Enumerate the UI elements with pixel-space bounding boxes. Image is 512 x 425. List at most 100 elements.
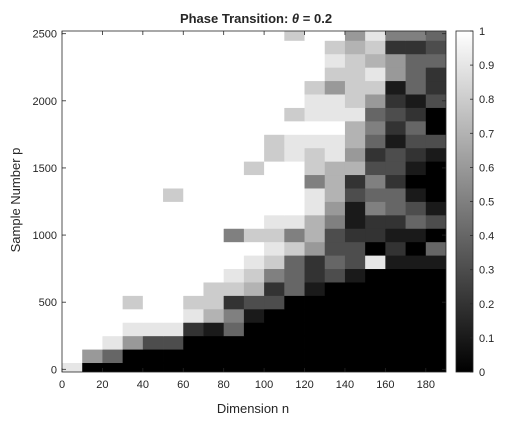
- heatmap-cell: [223, 308, 245, 323]
- heatmap-cell: [203, 161, 225, 176]
- heatmap-cell: [142, 67, 164, 82]
- heatmap-cell: [203, 120, 225, 135]
- heatmap-cell: [223, 322, 245, 337]
- heatmap-cell: [264, 94, 285, 108]
- heatmap-cell: [405, 241, 427, 256]
- heatmap-cell: [344, 268, 366, 283]
- heatmap-cell: [365, 308, 386, 323]
- heatmap-cell: [284, 107, 305, 122]
- heatmap-cell: [344, 241, 366, 256]
- heatmap-cell: [365, 255, 386, 270]
- heatmap-cell: [223, 147, 245, 162]
- heatmap-cell: [284, 174, 305, 189]
- heatmap-cell: [284, 349, 305, 364]
- heatmap-cell: [284, 322, 305, 337]
- heatmap-cell: [183, 147, 204, 162]
- heatmap-cell: [142, 349, 164, 364]
- heatmap-cell: [344, 201, 366, 216]
- heatmap-cell: [243, 349, 265, 364]
- heatmap-cell: [365, 67, 386, 82]
- heatmap-cell: [102, 40, 124, 55]
- heatmap-cell: [405, 349, 427, 364]
- heatmap-cell: [405, 362, 427, 372]
- heatmap-cell: [102, 214, 124, 229]
- heatmap-cell: [344, 228, 366, 243]
- heatmap-cell: [304, 201, 326, 216]
- heatmap-cell: [405, 174, 427, 189]
- heatmap-cell: [284, 335, 305, 350]
- heatmap-cell: [304, 282, 326, 296]
- heatmap-cell: [82, 161, 103, 176]
- heatmap-cell: [385, 228, 406, 243]
- heatmap-cell: [223, 94, 245, 108]
- heatmap-cell: [324, 188, 346, 202]
- heatmap-cell: [163, 322, 184, 337]
- heatmap-cell: [304, 80, 326, 95]
- heatmap-cell: [163, 107, 184, 122]
- heatmap-cell: [102, 147, 124, 162]
- heatmap-cell: [264, 308, 285, 323]
- heatmap-cell: [284, 282, 305, 296]
- heatmap-cell: [102, 282, 124, 296]
- heatmap-cell: [365, 53, 386, 68]
- heatmap-cell: [264, 282, 285, 296]
- heatmap-cell: [425, 31, 446, 41]
- heatmap-cell: [163, 268, 184, 283]
- heatmap-cell: [62, 228, 83, 243]
- heatmap-cell: [183, 255, 204, 270]
- heatmap-cell: [122, 80, 144, 95]
- heatmap-cell: [425, 80, 446, 95]
- heatmap-cell: [142, 161, 164, 176]
- heatmap-cell: [324, 161, 346, 176]
- heatmap-cell: [405, 67, 427, 82]
- heatmap-cell: [183, 228, 204, 243]
- heatmap-cell: [223, 362, 245, 372]
- heatmap-cell: [264, 214, 285, 229]
- heatmap-cell: [122, 31, 144, 41]
- heatmap-cell: [62, 335, 83, 350]
- colorbar-tick-label: 0.3: [479, 265, 494, 277]
- heatmap-cell: [385, 174, 406, 189]
- heatmap-cell: [102, 295, 124, 310]
- heatmap-cell: [385, 120, 406, 135]
- heatmap-cell: [183, 31, 204, 41]
- heatmap-cell: [243, 53, 265, 68]
- heatmap-cell: [385, 349, 406, 364]
- x-tick-label: 120: [295, 379, 313, 391]
- heatmap-cell: [264, 174, 285, 189]
- heatmap-cell: [183, 94, 204, 108]
- heatmap-cell: [304, 188, 326, 202]
- heatmap-cell: [223, 228, 245, 243]
- heatmap-cell: [102, 31, 124, 41]
- heatmap-cell: [203, 80, 225, 95]
- heatmap-cell: [62, 120, 83, 135]
- heatmap-cell: [304, 40, 326, 55]
- heatmap-cell: [62, 362, 83, 372]
- heatmap-cell: [264, 147, 285, 162]
- heatmap-cell: [82, 255, 103, 270]
- heatmap-cell: [385, 335, 406, 350]
- heatmap-cell: [264, 201, 285, 216]
- heatmap-cell: [344, 40, 366, 55]
- heatmap-cell: [385, 201, 406, 216]
- heatmap-cell: [62, 201, 83, 216]
- heatmap-cell: [82, 31, 103, 41]
- heatmap-cell: [324, 295, 346, 310]
- heatmap-cell: [122, 67, 144, 82]
- heatmap-cell: [264, 40, 285, 55]
- heatmap-cell: [344, 147, 366, 162]
- x-axis-label: Dimension n: [217, 401, 289, 416]
- heatmap-cell: [203, 362, 225, 372]
- y-tick-label: 0: [51, 364, 57, 376]
- heatmap-cell: [243, 201, 265, 216]
- heatmap-cell: [284, 120, 305, 135]
- heatmap-cell: [425, 335, 446, 350]
- heatmap-cell: [122, 255, 144, 270]
- heatmap-cell: [203, 107, 225, 122]
- heatmap-cell: [62, 214, 83, 229]
- heatmap-cell: [284, 214, 305, 229]
- heatmap-cell: [284, 147, 305, 162]
- heatmap-cell: [223, 282, 245, 296]
- x-tick-label: 100: [255, 379, 273, 391]
- heatmap-cell: [405, 80, 427, 95]
